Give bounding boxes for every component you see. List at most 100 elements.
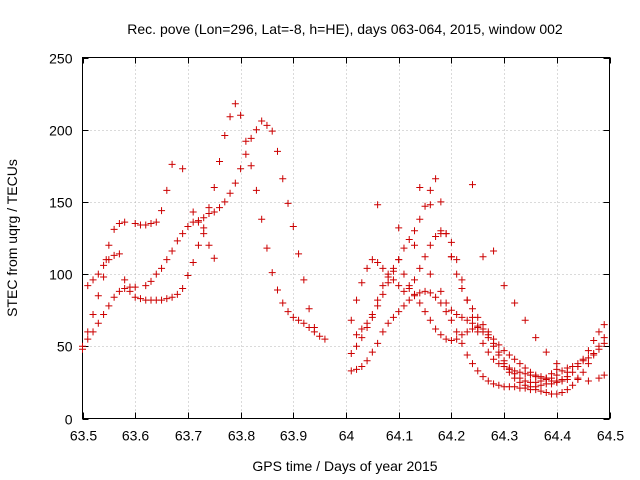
data-point [526,371,534,379]
data-point [210,208,218,216]
data-point [495,341,503,349]
x-tick-label: 64.1 [386,428,413,444]
data-point [158,264,166,272]
data-point [115,250,123,258]
x-tick-label: 64.5 [597,428,624,444]
data-point [447,337,455,345]
data-point [105,302,113,310]
data-point [411,290,419,298]
data-point [284,199,292,207]
data-point [516,378,524,386]
x-tick-label: 63.6 [122,428,149,444]
data-point [179,230,187,238]
data-point [426,270,434,278]
data-point [353,331,361,339]
data-point [184,222,192,230]
data-point [479,339,487,347]
data-point [574,374,582,382]
data-point [579,368,587,376]
data-point [100,273,108,281]
data-point [505,351,513,359]
data-point [421,287,429,295]
data-point [405,235,413,243]
data-point [100,261,108,269]
data-point [574,363,582,371]
data-point [579,355,587,363]
data-point [89,328,97,336]
data-point [121,285,129,293]
data-point [284,308,292,316]
data-point [147,220,155,228]
data-point [226,189,234,197]
data-point [347,350,355,358]
data-point [447,253,455,261]
data-point [395,256,403,264]
data-point [289,313,297,321]
x-tick-label: 63.8 [228,428,255,444]
data-point [458,285,466,293]
data-point [426,289,434,297]
data-point [363,319,371,327]
data-point [453,256,461,264]
data-point [384,319,392,327]
y-tick-label: 200 [49,123,73,139]
data-point [300,319,308,327]
data-point [384,273,392,281]
data-point [432,293,440,301]
data-point [453,311,461,319]
data-point [426,316,434,324]
data-point [468,305,476,313]
data-point [600,321,608,329]
data-point [558,367,566,375]
data-point [263,244,271,252]
data-point [358,279,366,287]
data-point [300,276,308,284]
data-point [368,311,376,319]
data-point [379,328,387,336]
data-point [353,365,361,373]
data-point [347,367,355,375]
data-series [84,100,329,343]
data-point [136,295,144,303]
y-tick-label: 0 [65,412,73,428]
data-point [295,250,303,258]
data-point [152,270,160,278]
data-point [221,198,229,206]
data-point [105,256,113,264]
data-point [484,377,492,385]
data-point [273,286,281,294]
data-points-layer [79,100,608,398]
data-point [584,377,592,385]
data-point [84,335,92,343]
data-point [94,292,102,300]
data-point [389,276,397,284]
data-point [231,179,239,187]
data-point [458,339,466,347]
data-point [405,296,413,304]
data-point [395,224,403,232]
data-point [558,377,566,385]
data-point [468,181,476,189]
data-point [595,345,603,353]
data-point [421,253,429,261]
data-point [100,311,108,319]
y-tick-label: 150 [49,195,73,211]
data-point [421,202,429,210]
data-point [358,363,366,371]
data-point [205,241,213,249]
data-point [158,296,166,304]
data-point [126,287,134,295]
data-point [590,350,598,358]
data-point [368,256,376,264]
data-point [537,381,545,389]
tick-layer [82,57,611,420]
data-point [584,354,592,362]
data-point [115,287,123,295]
data-point [411,276,419,284]
data-point [426,241,434,249]
data-point [242,137,250,145]
data-point [184,272,192,280]
data-series [79,117,318,350]
data-point [89,276,97,284]
data-point [442,335,450,343]
